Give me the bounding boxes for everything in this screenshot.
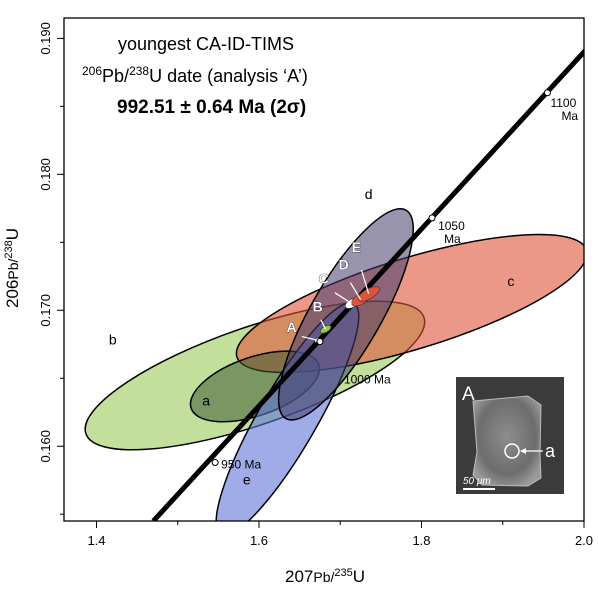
y-tick-label: 0.160 (38, 430, 53, 463)
y-tick-label: 0.190 (38, 22, 53, 55)
analysis-label-B: B (313, 298, 323, 314)
age-marker-1100 (543, 89, 551, 97)
leader-C (334, 292, 352, 304)
age-label-1100: 1100 (550, 96, 576, 110)
ellipse-label-c: c (507, 273, 514, 289)
annotation-line3: 992.51 ± 0.64 Ma (2σ) (117, 97, 306, 118)
ellipse-label-b: b (109, 331, 117, 347)
inset-scale-bar (463, 488, 495, 490)
age-marker-1000-Ma (316, 338, 324, 346)
leader-A (301, 336, 318, 341)
inset-scale-label: 50 μm (463, 476, 491, 487)
zircon-grain (472, 395, 542, 487)
x-tick-label: 1.6 (250, 533, 268, 548)
y-tick-label: 0.180 (38, 158, 53, 191)
concordia-curve (151, 48, 584, 521)
analysis-label-A: A (287, 319, 297, 335)
annotation-box: youngest CA-ID-TIMS 206Pb/238U date (ana… (82, 34, 308, 118)
x-tick-label: 2.0 (575, 533, 593, 548)
age-label-1000-Ma: 1000 Ma (344, 373, 391, 387)
age-marker-1050 (428, 214, 436, 222)
leader-E (360, 269, 370, 295)
age-label-950-Ma: 950 Ma (221, 458, 261, 472)
annotation-line1: youngest CA-ID-TIMS (118, 34, 294, 54)
analysis-label-D: D (339, 256, 349, 272)
ellipse-label-a: a (202, 392, 210, 408)
inset-spot-label: a (545, 441, 556, 461)
age-label-1050: 1050 (438, 219, 465, 233)
ellipse-label-e: e (243, 471, 251, 487)
age-label2-1050: Ma (444, 232, 461, 246)
leader-D (349, 282, 362, 300)
x-axis-label: 207Pb/235U (285, 567, 365, 586)
age-label2-1100: Ma (561, 109, 578, 123)
ellipse-label-d: d (365, 186, 373, 202)
analysis-spot (504, 443, 520, 459)
x-tick-label: 1.4 (87, 533, 105, 548)
analysis-label-C: C (319, 270, 329, 286)
cl-image-inset: A a 50 μm (456, 377, 564, 494)
analysis-label-E: E (352, 239, 361, 255)
y-axis-label: 206Pb/238U (3, 228, 22, 308)
y-tick-label: 0.170 (38, 294, 53, 327)
age-marker-950-Ma (211, 459, 219, 467)
leader-B (320, 319, 327, 330)
x-tick-label: 1.8 (412, 533, 430, 548)
inset-label: A (462, 384, 475, 405)
annotation-line2: 206Pb/238U date (analysis ‘A’) (82, 64, 308, 86)
axes: 1.4 1.6 1.8 2.0 0.160 0.170 0.180 0.190 207Pb/23… (3, 22, 593, 586)
spot-pointer-arrowhead (520, 448, 526, 454)
plot-frame (63, 17, 585, 522)
